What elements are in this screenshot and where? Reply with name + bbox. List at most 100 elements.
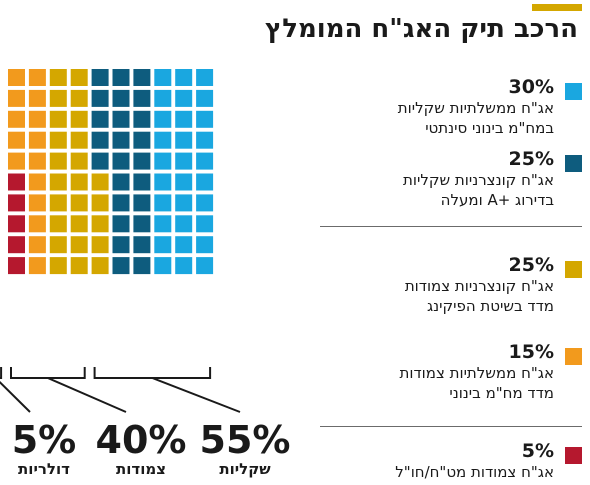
waffle-cell xyxy=(8,215,25,233)
legend-description: אג"ח ממשלתיות צמודות מדד מח"מ בינוני xyxy=(324,363,554,403)
legend-description: אג"ח צמודות מט"ח/חו"ל xyxy=(324,462,554,482)
waffle-cell xyxy=(175,173,193,191)
waffle-cell xyxy=(133,131,151,149)
legend-description: אג"ח ממשלתיות שקליות במח"מ בינוני סינתטי xyxy=(324,98,554,138)
waffle-cell xyxy=(8,152,25,170)
waffle-cell xyxy=(133,236,151,254)
waffle-cell xyxy=(133,257,151,275)
waffle-cell xyxy=(112,236,130,254)
waffle-cell xyxy=(175,257,193,275)
waffle-cell xyxy=(91,110,109,128)
waffle-cell xyxy=(112,131,130,149)
group-label: צמודות xyxy=(115,460,166,478)
waffle-cell xyxy=(70,194,88,212)
waffle-cell xyxy=(196,173,214,191)
legend-swatch xyxy=(565,83,582,100)
waffle-cell xyxy=(8,131,25,149)
legend-percent: 5% xyxy=(521,440,554,462)
waffle-cell xyxy=(154,236,172,254)
legend-description: אג"ח קונצרניות צמודות מדד בשיטת הפיקינג xyxy=(324,276,554,316)
waffle-cell xyxy=(112,152,130,170)
waffle-cell xyxy=(112,110,130,128)
waffle-cell xyxy=(175,89,193,107)
waffle-cell xyxy=(70,89,88,107)
legend-item-shekel-corp: 25% אג"ח קונצרניות שקליות בדירוג +A ומעל… xyxy=(330,148,582,223)
waffle-cell xyxy=(28,69,46,86)
waffle-cell xyxy=(8,194,25,212)
waffle-cell xyxy=(91,89,109,107)
waffle-cell xyxy=(28,152,46,170)
waffle-cell xyxy=(28,110,46,128)
waffle-cell xyxy=(154,69,172,86)
waffle-cell xyxy=(49,194,67,212)
waffle-cell xyxy=(133,152,151,170)
group-bracket xyxy=(93,367,241,413)
waffle-cell xyxy=(175,110,193,128)
legend-percent: 15% xyxy=(508,341,554,363)
waffle-cell xyxy=(28,131,46,149)
legend-percent: 30% xyxy=(508,76,554,98)
legend-swatch xyxy=(565,447,582,464)
legend-line: אג"ח ממשלתיות שקליות xyxy=(397,99,554,117)
waffle-cell xyxy=(133,215,151,233)
waffle-cell xyxy=(196,215,214,233)
legend-description: אג"ח קונצרניות שקליות בדירוג +A ומעלה xyxy=(324,170,554,210)
legend-divider xyxy=(320,226,582,227)
waffle-cell xyxy=(175,215,193,233)
legend-line: אג"ח קונצרניות שקליות xyxy=(403,171,554,189)
waffle-cell xyxy=(49,236,67,254)
legend-swatch xyxy=(565,348,582,365)
group-bracket xyxy=(0,367,31,413)
waffle-cell xyxy=(196,110,214,128)
waffle-cell xyxy=(49,257,67,275)
waffle-cell xyxy=(175,152,193,170)
group-dollar: 5% דולריות xyxy=(0,420,88,478)
waffle-cell xyxy=(91,152,109,170)
legend-percent: 25% xyxy=(508,254,554,276)
waffle-cell xyxy=(175,194,193,212)
waffle-cell xyxy=(154,131,172,149)
waffle-cell xyxy=(91,131,109,149)
legend-line: מדד מח"מ בינוני xyxy=(449,384,554,402)
waffle-cell xyxy=(133,194,151,212)
waffle-cell xyxy=(91,236,109,254)
legend-line: במח"מ בינוני סינתטי xyxy=(425,119,554,137)
waffle-cell xyxy=(28,194,46,212)
legend-line: בדירוג +A ומעלה xyxy=(440,191,554,209)
waffle-cell xyxy=(49,89,67,107)
waffle-cell xyxy=(133,89,151,107)
waffle-cell xyxy=(133,173,151,191)
waffle-cell xyxy=(154,194,172,212)
waffle-cell xyxy=(8,89,25,107)
waffle-cell xyxy=(49,173,67,191)
waffle-cell xyxy=(91,69,109,86)
waffle-cell xyxy=(112,215,130,233)
waffle-cell xyxy=(28,215,46,233)
waffle-cell xyxy=(196,236,214,254)
waffle-cell xyxy=(70,236,88,254)
waffle-cell xyxy=(70,69,88,86)
waffle-cell xyxy=(196,152,214,170)
waffle-cell xyxy=(49,69,67,86)
waffle-cell xyxy=(8,236,25,254)
waffle-cell xyxy=(175,131,193,149)
waffle-cell xyxy=(28,173,46,191)
legend-line: אג"ח צמודות מט"ח/חו"ל xyxy=(395,463,554,481)
waffle-cell xyxy=(49,131,67,149)
legend-swatch xyxy=(565,155,582,172)
legend-item-fx: 5% אג"ח צמודות מט"ח/חו"ל xyxy=(330,440,582,484)
waffle-cell xyxy=(154,257,172,275)
group-percent: 40% xyxy=(95,418,187,462)
waffle-cell xyxy=(70,215,88,233)
waffle-cell xyxy=(8,69,25,86)
group-percent: 5% xyxy=(11,418,77,462)
waffle-cell xyxy=(196,89,214,107)
legend-item-cpi-corp: 25% אג"ח קונצרניות צמודות מדד בשיטת הפיק… xyxy=(330,254,582,329)
legend-item-shekel-gov: 30% אג"ח ממשלתיות שקליות במח"מ בינוני סי… xyxy=(330,76,582,151)
waffle-cell xyxy=(175,69,193,86)
title-accent-bar xyxy=(532,4,582,11)
waffle-cell xyxy=(28,257,46,275)
legend-line: אג"ח ממשלתיות צמודות xyxy=(399,364,554,382)
waffle-cell xyxy=(112,194,130,212)
